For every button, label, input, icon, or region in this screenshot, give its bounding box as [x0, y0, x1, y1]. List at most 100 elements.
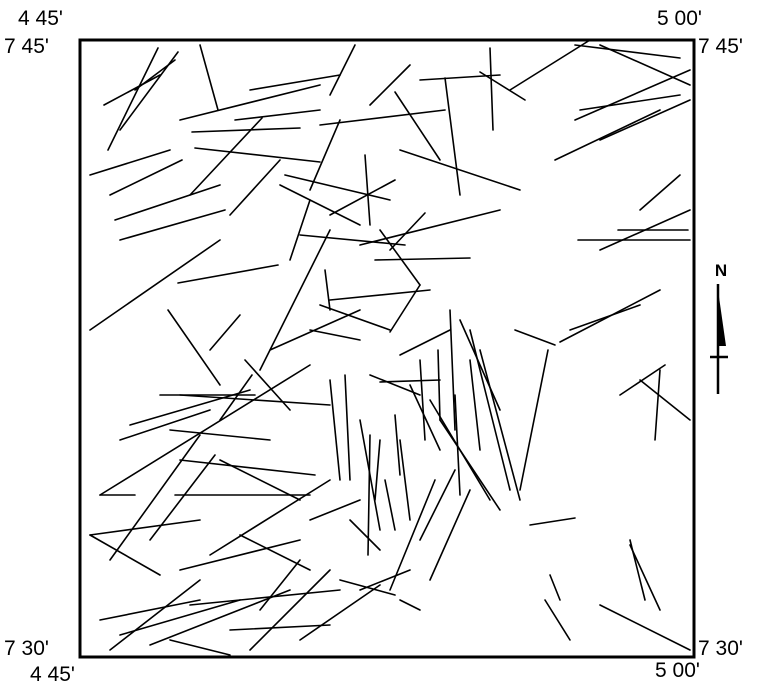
lineament-segment — [384, 479, 396, 531]
lineament-segment — [329, 289, 431, 301]
lineament-segment — [103, 74, 161, 106]
lineament-segment — [454, 394, 461, 496]
lineament-segment — [399, 439, 411, 521]
bottom-right-longitude-label: 5 00' — [655, 659, 700, 682]
lineament-segment — [199, 44, 219, 111]
lineament-segment — [379, 229, 421, 286]
lineament-segment — [389, 284, 421, 333]
lineament-segment — [439, 419, 501, 511]
lineament-segment — [89, 519, 201, 536]
lineament-segment — [544, 599, 571, 641]
lineament-segment — [364, 154, 371, 226]
lineament-segment — [359, 209, 501, 246]
lineament-segment — [259, 229, 331, 371]
lineament-segment — [599, 604, 691, 651]
lineament-segment — [269, 309, 361, 351]
lineament-segment — [329, 379, 341, 481]
lineament-segment — [344, 374, 351, 481]
lineament-segment — [367, 434, 371, 556]
lineament-segment — [319, 109, 446, 126]
lineament-segment — [639, 379, 691, 421]
lineament-segment — [209, 479, 331, 556]
top-right-latitude-label: 7 45' — [698, 35, 743, 58]
lineament-segment — [89, 534, 161, 576]
lineament-segment — [374, 439, 381, 501]
lineament-segment — [189, 117, 263, 196]
lineament-segment — [479, 349, 521, 501]
lineament-segment — [119, 209, 226, 241]
lineament-segment — [299, 234, 406, 246]
lineament-segment — [437, 349, 441, 421]
lineament-segment — [219, 459, 301, 501]
lineament-segment — [284, 174, 391, 201]
lineament-segment — [249, 569, 331, 651]
lineament-segment — [459, 319, 501, 411]
lineament-segment — [419, 359, 426, 441]
lineament-segment — [229, 159, 281, 216]
lineament-segment — [359, 569, 411, 591]
lineament-segment — [99, 364, 311, 496]
lineament-segment — [599, 99, 691, 141]
lineament-segment — [89, 239, 221, 331]
lineament-segment — [629, 544, 661, 611]
bottom-right-latitude-label: 7 30' — [698, 637, 743, 660]
lineament-segment — [329, 44, 356, 96]
top-left-latitude-label: 7 45' — [4, 35, 49, 58]
lineament-segment — [109, 434, 201, 561]
lineament-segment — [599, 209, 691, 251]
lineament-segment — [194, 147, 321, 163]
north-arrow: N — [706, 262, 736, 402]
lineament-segment — [169, 429, 271, 441]
lineament-segment — [114, 184, 221, 221]
lineament-segment — [429, 489, 471, 581]
lineament-segment — [369, 64, 411, 106]
lineament-segment — [179, 394, 331, 406]
lineament-segment — [149, 454, 216, 541]
lineament-segment — [179, 84, 321, 121]
lineament-segment — [389, 479, 436, 591]
lineament-segment — [619, 364, 666, 396]
lineament-segment — [249, 74, 341, 91]
top-left-longitude-label: 4 45' — [18, 7, 63, 30]
lineament-segment — [244, 359, 291, 411]
map-frame — [78, 38, 696, 659]
lineament-segment — [399, 149, 521, 191]
lineament-segment — [179, 539, 301, 571]
lineament-segment — [219, 374, 253, 421]
lineament-segment — [107, 47, 159, 151]
lineament-segment — [299, 584, 381, 641]
lineament-segment — [279, 184, 361, 226]
lineament-segment — [369, 374, 421, 396]
lineament-segment — [169, 639, 231, 656]
lineament-segment — [419, 469, 456, 541]
lineament-segment — [319, 304, 391, 331]
lineament-segment — [309, 119, 341, 191]
lineament-segment — [374, 257, 471, 261]
lineament-segment — [167, 309, 221, 386]
lineament-segment — [509, 39, 591, 91]
lineament-segment — [329, 179, 396, 216]
lineament-segment — [177, 264, 279, 284]
lineament-segment — [529, 517, 576, 526]
lineament-segment — [379, 379, 441, 383]
lineament-segment — [599, 44, 691, 86]
lineament-segment — [191, 127, 301, 133]
lineament-segment — [519, 349, 549, 491]
lineament-segment — [514, 329, 556, 346]
lineament-segment — [469, 359, 481, 451]
lineament-segment — [129, 389, 251, 426]
lineament-segment — [389, 212, 426, 251]
north-arrow-icon — [710, 284, 728, 394]
lineament-segment — [569, 304, 641, 331]
lineament-segment — [399, 599, 421, 611]
north-label: N — [714, 261, 728, 280]
lineament-segment — [479, 71, 526, 101]
lineament-segment — [399, 329, 451, 356]
lineament-segment — [189, 589, 341, 606]
lineament-segment — [654, 369, 661, 441]
lineament-segment — [209, 314, 241, 351]
lineament-segment — [239, 534, 311, 571]
lineament-segment — [179, 459, 316, 476]
lineament-segment — [89, 149, 171, 176]
